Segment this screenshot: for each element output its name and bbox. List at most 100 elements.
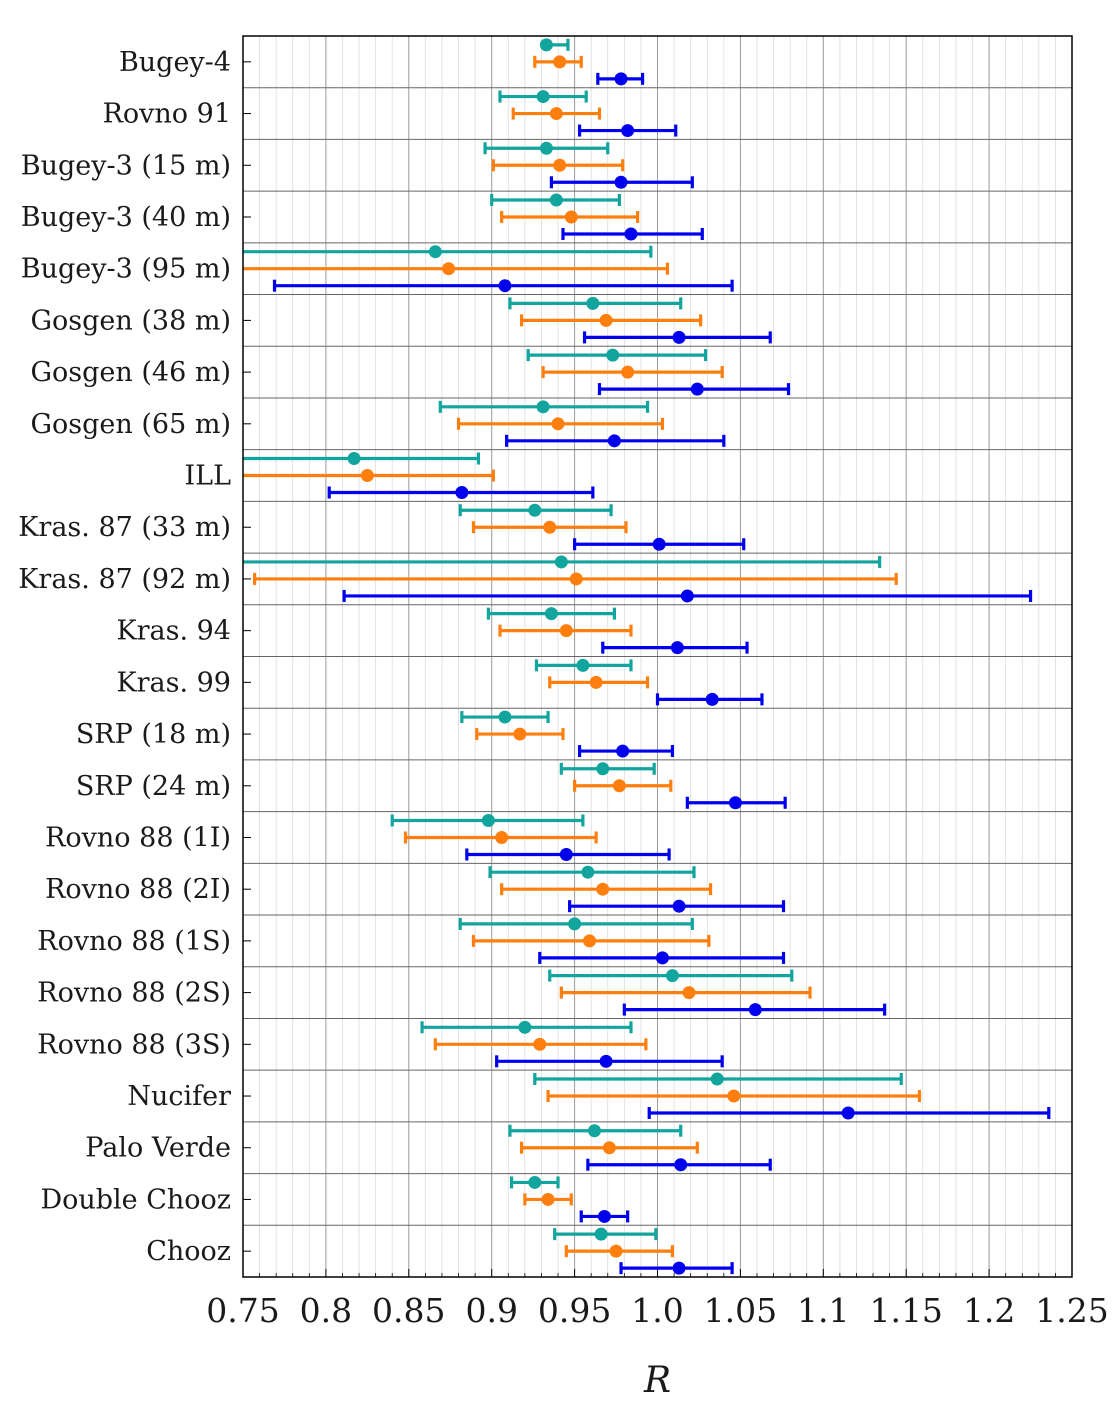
data-point	[672, 330, 686, 344]
category-label: Rovno 88 (3S)	[37, 1029, 231, 1060]
data-point	[682, 986, 696, 1000]
data-point	[442, 262, 456, 276]
data-point	[612, 779, 626, 793]
data-point	[670, 641, 684, 655]
data-point	[621, 124, 635, 138]
category-label: Chooz	[146, 1236, 231, 1267]
data-point	[498, 710, 512, 724]
data-point	[597, 1209, 611, 1223]
category-label: Gosgen (46 m)	[30, 357, 231, 388]
data-point	[674, 1158, 688, 1172]
data-point	[559, 624, 573, 638]
data-point	[586, 296, 600, 310]
axis-ticks	[242, 61, 1073, 1277]
series-1	[243, 38, 903, 1241]
category-label: Kras. 99	[116, 667, 231, 698]
data-point	[551, 417, 565, 431]
data-point	[569, 572, 583, 586]
category-label: Kras. 87 (33 m)	[18, 512, 231, 543]
category-label: Bugey-4	[119, 47, 231, 78]
data-point	[554, 555, 568, 569]
data-point	[576, 658, 590, 672]
data-point	[544, 607, 558, 621]
category-label: Rovno 88 (2S)	[37, 978, 231, 1009]
data-point	[564, 210, 578, 224]
data-point	[614, 72, 628, 86]
data-point	[513, 727, 527, 741]
data-point	[360, 469, 374, 483]
data-point	[602, 1141, 616, 1155]
x-tick-label: 1.25	[1035, 1291, 1108, 1330]
data-point	[609, 1244, 623, 1258]
category-label: SRP (24 m)	[76, 771, 231, 802]
data-point	[587, 1124, 601, 1138]
category-label: Palo Verde	[85, 1133, 231, 1164]
data-point	[652, 537, 666, 551]
category-label: Gosgen (65 m)	[30, 409, 231, 440]
category-label: Bugey-3 (40 m)	[21, 202, 231, 233]
data-point	[596, 762, 610, 776]
data-point	[549, 193, 563, 207]
data-point	[606, 348, 620, 362]
data-point	[748, 1003, 762, 1017]
x-tick-label: 1.15	[869, 1291, 942, 1330]
plot-frame	[242, 35, 1073, 1278]
data-point	[455, 486, 469, 500]
data-point	[543, 520, 557, 534]
data-point	[596, 882, 610, 896]
category-label: ILL	[184, 461, 231, 492]
data-point	[536, 90, 550, 104]
data-point	[599, 1054, 613, 1068]
data-point	[705, 692, 719, 706]
data-point	[589, 675, 603, 689]
category-label: Bugey-3 (15 m)	[21, 150, 231, 181]
x-tick-label: 0.75	[206, 1291, 279, 1330]
data-point	[533, 1037, 547, 1051]
data-point	[539, 38, 553, 52]
data-point	[624, 227, 638, 241]
data-point	[481, 813, 495, 827]
x-tick-label: 1.05	[704, 1291, 777, 1330]
data-point	[428, 245, 442, 259]
data-point	[655, 951, 669, 965]
x-tick-label: 1.2	[963, 1291, 1015, 1330]
category-label: SRP (18 m)	[76, 719, 231, 750]
x-tick-label: 0.95	[538, 1291, 611, 1330]
data-point	[528, 1175, 542, 1189]
data-point	[553, 55, 567, 69]
data-point	[498, 279, 512, 293]
category-label: Rovno 91	[103, 99, 231, 130]
data-point	[727, 1089, 741, 1103]
data-point	[553, 158, 567, 172]
data-point	[841, 1106, 855, 1120]
data-point	[583, 934, 597, 948]
data-point	[539, 141, 553, 155]
series-2	[243, 55, 922, 1258]
category-label: Nucifer	[127, 1081, 231, 1112]
series-3	[272, 72, 1051, 1275]
data-point	[621, 365, 635, 379]
x-axis-title: R	[643, 1360, 671, 1401]
x-tick-label: 1.0	[631, 1291, 683, 1330]
data-point	[599, 313, 613, 327]
data-point	[680, 589, 694, 603]
data-point	[672, 1261, 686, 1275]
data-point	[536, 400, 550, 414]
category-label: Rovno 88 (2I)	[45, 874, 231, 905]
data-point	[528, 503, 542, 517]
category-label: Bugey-3 (95 m)	[21, 254, 231, 285]
x-tick-label: 0.9	[465, 1291, 517, 1330]
data-point	[568, 917, 582, 931]
data-point	[690, 382, 704, 396]
data-series	[243, 38, 1051, 1275]
x-tick-label: 0.85	[372, 1291, 445, 1330]
category-label: Rovno 88 (1S)	[37, 926, 231, 957]
x-tick-labels: 0.75 0.8 0.85 0.9 0.95 1.0 1.05 1.1 1.15 1.2 1.25	[206, 1291, 1108, 1330]
category-label: Rovno 88 (1I)	[45, 822, 231, 853]
category-label: Kras. 87 (92 m)	[18, 564, 231, 595]
data-point	[559, 847, 573, 861]
x-tick-label: 1.1	[797, 1291, 849, 1330]
data-point	[728, 796, 742, 810]
